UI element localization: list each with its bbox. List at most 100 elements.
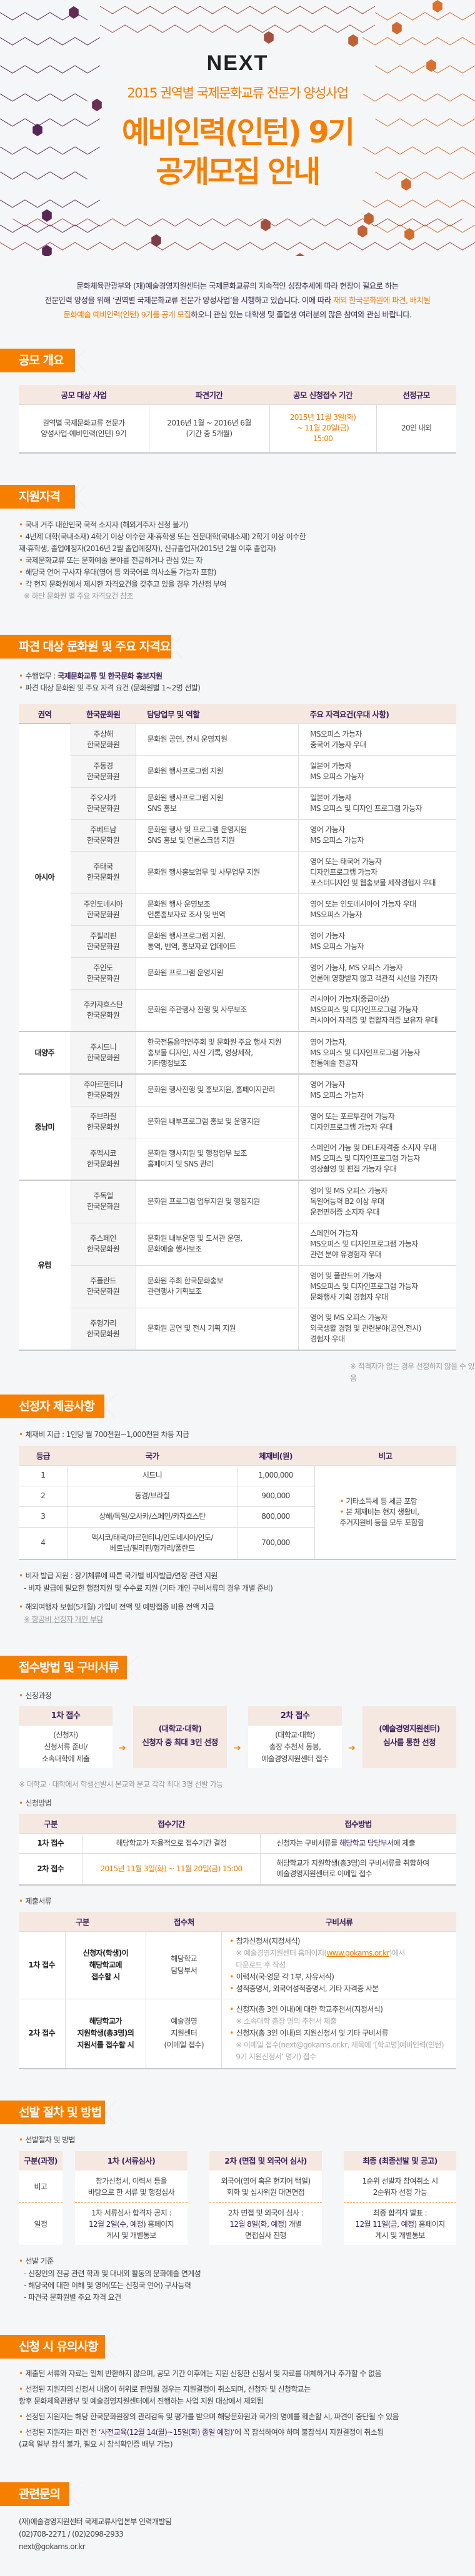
center-requirements: 스페인어 가능자 MS오피스 및 디자인프로그램 가능자 관련 분야 유경험자 … — [298, 1222, 456, 1265]
remarks-cell: • 기타소득세 등 세금 포함 • 본 체재비는 현지 생활비, 주거지원비 등을… — [314, 1465, 456, 1559]
table-cell: 권역별 국제문화교류 전문가 양성사업-예비인력(인턴) 9기 — [19, 404, 149, 453]
center-duties: 문화원 행사지원 및 행정업무 보조 홈페이지 및 SNS 관리 — [135, 1137, 299, 1180]
section-banner-benefits: 선정자 제공사항 — [0, 1395, 116, 1418]
center-name: 주상해 한국문화원 — [70, 723, 136, 755]
center-name: 주동경 한국문화원 — [71, 755, 136, 787]
hexagon-node — [69, 6, 79, 19]
center-requirements: 영어 또는 인도네시아어 가능자 우대 MS오피스 가능자 — [298, 893, 456, 925]
hexagon-node — [358, 225, 368, 237]
table-header-row: 등급 국가 체재비(원) 비고 — [19, 1446, 456, 1465]
criteria-item: - 신청인의 전공 관련 학과 및 대내외 활동의 문화예술 연계성 — [24, 2269, 201, 2278]
duty-line: • 수행업무 : 국제문화교류 및 한국문화 홍보지원 — [19, 672, 162, 680]
bullet-icon: • — [339, 1496, 346, 1506]
criteria-list: - 신청인의 전공 관련 학과 및 대내외 활동의 문화예술 연계성 - 해당국에… — [19, 2268, 201, 2304]
stage-schedule: 일정 — [19, 2202, 62, 2245]
center-name: 주베트남 한국문화원 — [71, 818, 136, 851]
bullet-icon: • — [229, 2029, 234, 2038]
table-cell: 20인 내외 — [376, 404, 456, 453]
column-header: 담당업무 및 역할 — [136, 704, 299, 724]
column-header: 등급 — [19, 1446, 68, 1465]
center-requirements: 러시아어 가능자(중급이상) MS오피스 및 디자인프로그램 가능자 러시아어 … — [298, 988, 456, 1032]
center-duties: 한국전통음악연주회 및 문화원 주요 행사 지원 홍보물 디자인, 사진 기록,… — [135, 1031, 299, 1074]
hexagon-node — [42, 245, 52, 256]
center-requirements: MS오피스 가능자 중국어 가능자 우대 — [298, 723, 456, 755]
stage-schedule: 1차 서류심사 합격자 공지 :12월 2일(수, 예정) 홈페이지 게시 및 … — [75, 2202, 188, 2245]
stipend-cell: 800,000 — [236, 1506, 314, 1527]
notice-item: • 선정된 지원자는 파견 전 ‘사전교육(12월 14(월)~15일(화) 종일… — [19, 2428, 384, 2449]
table-row: 2차 접수 2015년 11월 3일(화) ~ 11월 20일(금) 15:00 해… — [19, 1852, 456, 1885]
flow-note: ※ 대학교 · 대학에서 학생선발시 본교와 분교 각각 최대 3명 선발 가능 — [19, 1780, 223, 1789]
bullet-icon: • — [229, 1972, 234, 1981]
center-duties: 문화원 내부운영 및 도서관 운영, 문화예술 행사보조 — [135, 1222, 299, 1265]
column-header: 구분 — [19, 1814, 82, 1833]
arrow-right-icon: ➔ — [234, 1743, 241, 1753]
document-note: ※ 소속대학 총장 명의 추천서 제출 — [236, 2017, 337, 2026]
network-line — [99, 24, 376, 33]
table-row: 주스페인 한국문화원 문화원 내부운영 및 도서관 운영, 문화예술 행사보조 스페… — [19, 1222, 456, 1265]
selection-stage-column: 1차 (서류심사) 참가신청서, 이력서 등을 바탕으로 한 서류 및 행정심사 1… — [75, 2151, 188, 2245]
section-banner-selection: 선발 절차 및 방법 — [0, 2101, 116, 2124]
section-banner-overview: 공모 개요 — [0, 349, 86, 372]
hexagon-node — [92, 99, 102, 111]
intro-highlight: 재외 한국문화원에 파견, 배치될 — [333, 296, 431, 305]
table-row: 주브라질 한국문화원 문화원 내부프로그램 홍보 및 운영지원 영어 또는 포르투갈… — [19, 1105, 456, 1138]
network-line — [0, 146, 101, 155]
country-cell: 동경/브라질 — [67, 1485, 237, 1506]
submitter-cell: 해당학교가 지원학생(총3명)의 지원서를 접수할 시 — [64, 1998, 146, 2069]
stage-header: 1차 (서류심사) — [75, 2151, 188, 2171]
notice-list: • 제출된 서류와 자료는 일체 반환하지 않으며, 공모 기간 이후에는 지원 … — [19, 2368, 456, 2454]
network-line — [0, 199, 101, 208]
table-row: 1 시드니 1,000,000 • 기타소득세 등 세금 포함 • 본 체재비는 현지 … — [19, 1465, 456, 1559]
criteria-item: - 파견국 문화원별 주요 자격 요건 — [24, 2293, 121, 2302]
center-requirements: 영어 또는 태국어 가능자 디자인프로그램 가능자 포스터디자인 및 웹홍보물 … — [298, 850, 456, 893]
table-row: 2차 접수 해당학교가 지원학생(총3명)의 지원서를 접수할 시 예술경영 지원센… — [19, 1998, 456, 2069]
flow-step-3: 2차 접수 (대학교·대학) 총장 추천서 동봉, 예술경영지원센터 접수 — [248, 1706, 342, 1768]
column-header: 구분 — [19, 1912, 146, 1931]
bullet-icon: • — [229, 1984, 234, 1993]
center-requirements: 영어 가능자, MS 오피스 가능자 언론에 영향받지 않고 객관적 시선을 가… — [298, 957, 456, 989]
stipend-table: 등급 국가 체재비(원) 비고 1 시드니 1,000,000 • 기타소득세 등 세금 포함… — [19, 1446, 456, 1560]
contact-phone: (02)708-2271 / (02)2098-2933 — [19, 2530, 124, 2539]
network-line — [374, 171, 475, 180]
hexagon-node — [295, 253, 305, 256]
centers-note: ※ 적격자가 없는 경우 선정하지 않을 수 있음 — [350, 1362, 475, 1383]
bullet-icon: • — [19, 2385, 23, 2394]
column-header: 공모 대상 사업 — [19, 385, 149, 404]
center-name: 주폴란드 한국문화원 — [71, 1265, 136, 1308]
center-requirements: 영어 및 MS 오피스 가능자 독일어능력 B2 이상 우대 운전면허증 소지자… — [298, 1180, 456, 1223]
center-duties: 문화원 공연 및 전시 기획 지원 — [135, 1307, 299, 1350]
document-item: • 이력서(국·영문 각 1부, 자유서식) — [229, 1972, 334, 1981]
hexagon-node — [364, 212, 374, 225]
center-requirements: 영어 또는 포르투갈어 가능자 디자인프로그램 가능자 우대 — [298, 1105, 456, 1138]
center-name: 주시드니 한국문화원 — [70, 1031, 136, 1074]
table-row: 1차 접수 해당학교가 자율적으로 접수기간 결정 신청자는 구비서류를 해당학교 … — [19, 1833, 456, 1853]
airfare-note: ※ 항공비 선정자 개인 부담 — [24, 1615, 103, 1624]
table-row: 주헝가리 한국문화원 문화원 공연 및 전시 기획 지원 영어 및 MS 오피스 가… — [19, 1307, 456, 1350]
stage-note: 비고 — [34, 2182, 48, 2191]
bullet-icon: • — [19, 556, 23, 565]
hexagon-node — [401, 178, 411, 191]
stage-note: 외국어(영어 혹은 현지어 택일) 회화 및 심사위원 대면면접 — [221, 2176, 311, 2197]
stage-schedule: 최종 합격자 발표 :12월 11일(금, 예정) 홈페이지 게시 및 개별통보 — [344, 2202, 456, 2245]
table-row: 4 멕시코/태국/아르헨티나/인도네시아/인도/ 베트남/필리핀/헝가리/폴란드 7… — [19, 1526, 456, 1559]
arrow-right-icon: ➔ — [119, 1743, 126, 1753]
required-documents-cell: • 참가신청서(지정서식) ※ 예술경영지원센터 홈페이지(www.gokams.o… — [221, 1931, 456, 1999]
hexagon-node — [348, 34, 358, 47]
network-line — [0, 242, 475, 251]
table-cell: 2016년 1월 ~ 2016년 6월 (기간 중 5개월) — [148, 404, 269, 453]
hexagon-node — [32, 124, 42, 136]
section-banner-centers: 파견 대상 문화원 및 주요 자격요건 — [0, 635, 182, 659]
region-cell: 유럽 — [19, 1180, 71, 1350]
homepage-link[interactable]: www.gokams.or.kr — [326, 1948, 390, 1957]
center-duties: 문화원 행사프로그램 지원, 통역, 번역, 홍보자료 업데이트 — [135, 925, 299, 957]
contact-email[interactable]: next@gokams.or.kr — [19, 2542, 86, 2551]
hexagon-node — [261, 219, 271, 231]
intro-highlight: 문화예술 예비인력(인턴) 9기를 공개 모집 — [63, 310, 191, 319]
center-requirements: 스페인어 가능 및 DELE자격증 소지자 우대 MS 오피스 및 디자인프로그… — [298, 1137, 456, 1180]
table-row: 주인도네시아 한국문화원 문화원 행사 운영보조 언론홍보자료 조사 및 번역 영어… — [19, 893, 456, 925]
submitter-cell: 신청자(학생)이 해당학교에 접수할 시 — [64, 1931, 146, 1999]
hexagon-node — [151, 234, 161, 247]
table-row: 유럽 주독일 한국문화원 문화원 프로그램 업무지원 및 행정지원 영어 및 MS 오… — [19, 1180, 456, 1350]
stipend-cell: 1,000,000 — [236, 1465, 314, 1486]
remark-item: • 기타소득세 등 세금 포함 — [339, 1496, 418, 1506]
